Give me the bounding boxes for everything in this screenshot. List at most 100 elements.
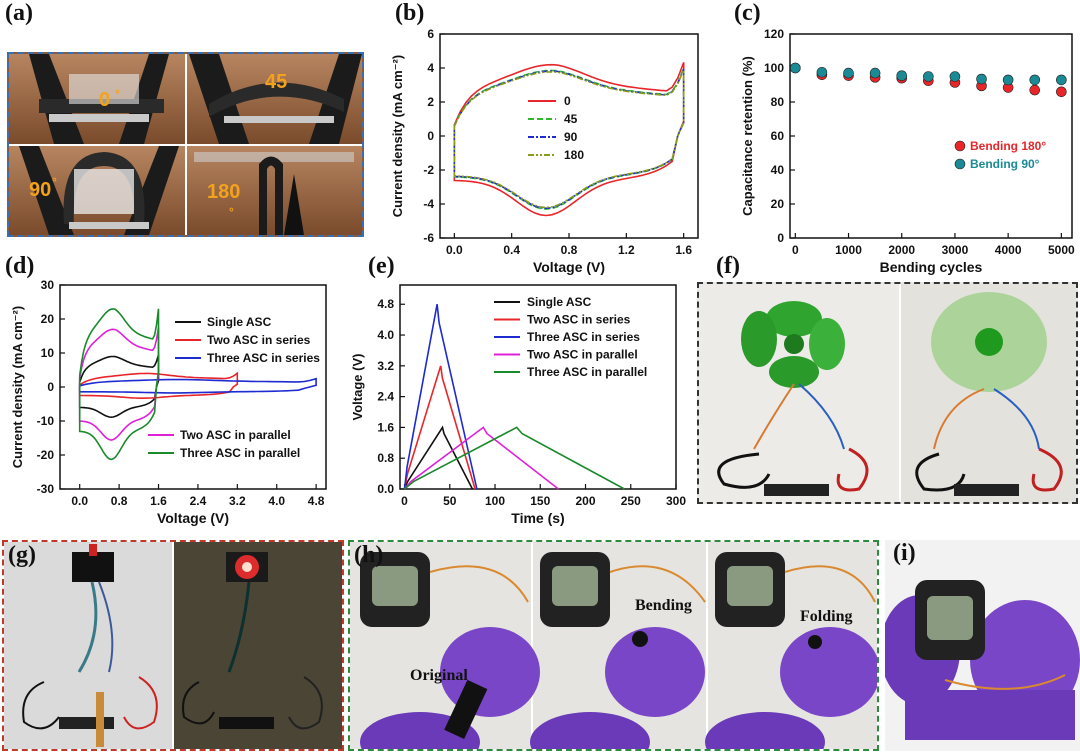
chart-e: 0 50 100 150 200 250 300 0.0 0.8 1.6 2.4 3.2 4.0 4.8 T… xyxy=(350,284,686,526)
chart-c-point xyxy=(976,73,987,85)
watch-photos: Original Bending Folding xyxy=(350,542,877,749)
chart-c-legend-label: Bending 180° xyxy=(970,139,1046,153)
panel-label-a: (a) xyxy=(5,0,33,26)
chart-c-point xyxy=(1056,74,1067,86)
chart-b-xtick-label: 0.4 xyxy=(503,243,520,257)
chart-b-xtick-label: 1.2 xyxy=(618,243,635,257)
fan-left-icon xyxy=(741,301,845,388)
chart-e-xtick-label: 150 xyxy=(530,494,550,508)
panel-label-e: (e) xyxy=(368,253,395,279)
chart-b-ylabel: Current density (mA cm⁻²) xyxy=(390,55,405,217)
chart-b-ytick-label: -2 xyxy=(423,163,434,177)
chart-d-series-1 xyxy=(78,371,239,399)
caption-original: Original xyxy=(410,667,468,684)
chart-c-point xyxy=(1056,86,1067,98)
chart-c-point xyxy=(1002,74,1014,86)
led-photos xyxy=(4,542,342,749)
angle-45-label: 45 xyxy=(265,71,287,93)
chart-e-legend-label: Three ASC in series xyxy=(527,330,640,344)
photo-panel-g: (g) xyxy=(2,540,344,751)
chart-c-point xyxy=(869,67,881,79)
chart-d-ytick-label: 30 xyxy=(41,278,55,292)
chart-d-series-4 xyxy=(78,308,160,461)
svg-text:°: ° xyxy=(115,87,120,101)
panel-label-g: (g) xyxy=(8,542,36,568)
chart-e-ytick-label: 3.2 xyxy=(377,359,394,373)
chart-e-ytick-label: 2.4 xyxy=(377,390,394,404)
chart-e-ytick-label: 4.0 xyxy=(377,328,394,342)
chart-b-ytick-label: 6 xyxy=(427,27,434,41)
chart-b-legend-label: 45 xyxy=(564,112,578,126)
chart-c-point xyxy=(843,67,854,79)
chart-d-xtick-label: 0.0 xyxy=(71,494,88,508)
chart-c-ytick-label: 80 xyxy=(771,95,785,109)
chart-c-ytick-label: 100 xyxy=(764,61,784,75)
chart-c-ytick-label: 40 xyxy=(771,163,785,177)
chart-c-xtick-label: 2000 xyxy=(888,243,915,257)
chart-d-xtick-label: 3.2 xyxy=(229,494,246,508)
chart-b-legend-label: 0 xyxy=(564,94,571,108)
chart-b-ytick-label: 2 xyxy=(427,95,434,109)
panel-label-d: (d) xyxy=(5,253,35,279)
panel-label-b: (b) xyxy=(395,0,425,26)
chart-e-series-0 xyxy=(403,425,474,490)
chart-e-xtick-label: 100 xyxy=(485,494,505,508)
chart-c-xtick-label: 0 xyxy=(792,243,799,257)
chart-c-point xyxy=(896,70,908,81)
chart-c: 0 1000 2000 3000 4000 5000 0 20 40 60 80 100 120 Bend… xyxy=(740,27,1075,275)
svg-text:°: ° xyxy=(229,205,234,219)
chart-e-ylabel: Voltage (V) xyxy=(350,354,365,421)
chart-c-point xyxy=(816,66,828,78)
chart-e-legend-label: Two ASC in series xyxy=(527,313,631,327)
chart-d-series-0 xyxy=(78,354,160,419)
svg-text:°: ° xyxy=(52,175,57,189)
chart-c-ytick-label: 60 xyxy=(771,129,785,143)
chart-b-legend-label: 90 xyxy=(564,130,578,144)
chart-e-ytick-label: 0.0 xyxy=(377,482,394,496)
chart-e-ytick-label: 1.6 xyxy=(377,420,394,434)
chart-c-legend-label: Bending 90° xyxy=(970,157,1040,171)
chart-c-ytick-label: 0 xyxy=(777,231,784,245)
chart-e-xtick-label: 0 xyxy=(401,494,408,508)
chart-b-xtick-label: 1.6 xyxy=(675,243,692,257)
chart-e-plot-frame xyxy=(399,284,677,490)
photo-panel-h: Original Bending Folding (h) xyxy=(348,540,879,751)
chart-c-ytick-label: 20 xyxy=(771,197,785,211)
chart-d: 0.0 0.8 1.6 2.4 3.2 4.0 4.8 -30 -20 -10 0 10 20 30 Vol… xyxy=(10,278,327,526)
chart-b-xlabel: Voltage (V) xyxy=(533,259,605,275)
chart-c-plot-frame xyxy=(789,33,1073,239)
chart-d-ytick-label: 0 xyxy=(47,380,54,394)
chart-c-point xyxy=(790,62,801,74)
chart-b-series-180 xyxy=(453,69,685,209)
caption-folding: Folding xyxy=(800,608,852,625)
chart-b: 0.0 0.4 0.8 1.2 1.6 -6 -4 -2 0 2 4 6 Voltage (V) Curr… xyxy=(390,27,699,275)
chart-c-point xyxy=(949,71,961,82)
chart-d-ytick-label: 10 xyxy=(41,346,55,360)
chart-d-xtick-label: 0.8 xyxy=(111,494,128,508)
chart-d-xtick-label: 4.8 xyxy=(308,494,325,508)
chart-d-xtick-label: 4.0 xyxy=(268,494,285,508)
chart-e-xtick-label: 50 xyxy=(443,494,457,508)
chart-d-ytick-label: 20 xyxy=(41,312,55,326)
caption-bending: Bending xyxy=(635,597,692,614)
chart-e-xtick-label: 300 xyxy=(666,494,686,508)
fan-photos xyxy=(699,284,1076,502)
chart-b-xtick-label: 0.0 xyxy=(446,243,463,257)
chart-d-legend-label: Three ASC in parallel xyxy=(180,446,300,460)
angle-0-label: 0 xyxy=(99,89,110,111)
chart-c-legend-swatch xyxy=(954,140,966,152)
chart-b-legend-label: 180 xyxy=(564,148,584,162)
chart-e-legend-label: Three ASC in parallel xyxy=(527,365,647,379)
chart-d-xtick-label: 1.6 xyxy=(150,494,167,508)
chart-b-series-0 xyxy=(453,62,685,217)
chart-b-xtick-label: 0.8 xyxy=(561,243,578,257)
chart-c-xtick-label: 3000 xyxy=(942,243,969,257)
chart-e-legend-label: Two ASC in parallel xyxy=(527,348,638,362)
chart-d-series-2 xyxy=(78,377,317,394)
chart-d-xtick-label: 2.4 xyxy=(190,494,207,508)
chart-d-xlabel: Voltage (V) xyxy=(157,510,229,526)
chart-b-ytick-label: -6 xyxy=(423,231,434,245)
panel-label-f: (f) xyxy=(716,253,740,279)
chart-c-point xyxy=(1029,74,1041,86)
chart-e-ytick-label: 4.8 xyxy=(377,297,394,311)
